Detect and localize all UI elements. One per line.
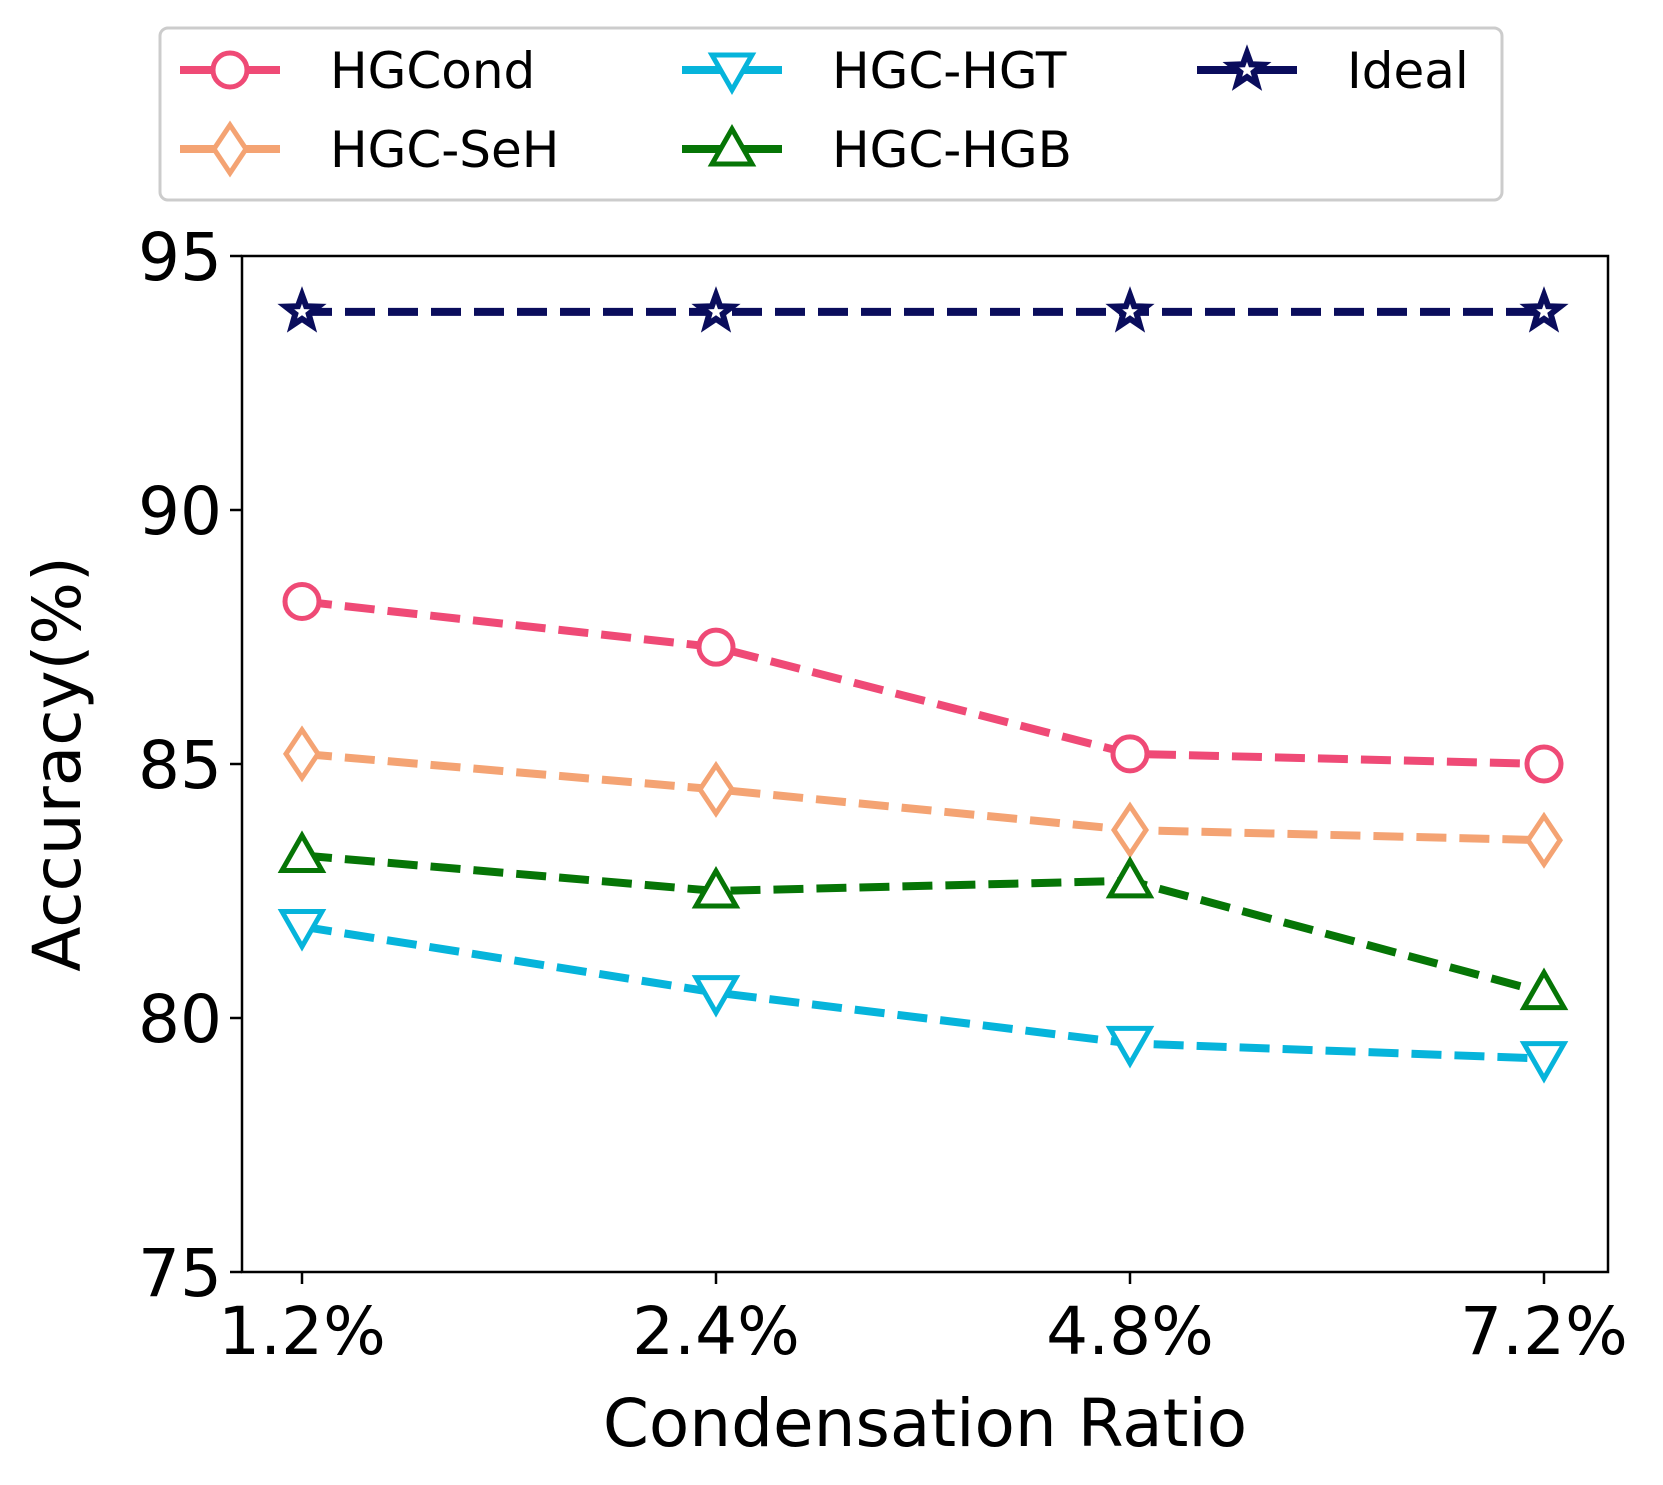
data-point — [696, 760, 736, 818]
legend-marker — [1222, 44, 1272, 91]
series-line — [301, 851, 1546, 997]
legend-label: HGCond — [330, 42, 535, 100]
legend-label: Ideal — [1347, 42, 1469, 100]
y-tick-label: 85 — [138, 727, 222, 804]
data-point — [277, 830, 327, 873]
legend-marker — [707, 123, 757, 167]
legend-label: HGC-HGT — [832, 42, 1067, 100]
x-tick-label: 1.2% — [218, 1293, 386, 1370]
x-axis-label: Condensation Ratio — [603, 1385, 1247, 1462]
data-point — [691, 975, 741, 1018]
series-line — [301, 922, 1545, 1063]
legend-item: HGC-HGT — [682, 42, 1067, 100]
legend-item: HGC-SeH — [180, 120, 559, 179]
legend-marker — [210, 50, 250, 90]
legend: HGCond HGC-SeH HGC-HGT HGC-HGB Ideal — [158, 26, 1504, 202]
legend-item: Ideal — [1197, 42, 1469, 100]
data-point — [1519, 967, 1569, 1011]
data-point — [1524, 811, 1564, 869]
data-point — [1105, 286, 1155, 333]
y-tick-label: 90 — [138, 473, 222, 550]
legend-label: HGC-HGB — [832, 121, 1072, 179]
series-hgc-hgt — [277, 909, 1569, 1084]
series-hgc-hgb — [277, 830, 1569, 1011]
data-point — [1519, 286, 1569, 333]
legend-item: HGCond — [180, 42, 535, 100]
series-hgcond — [282, 581, 1564, 784]
y-axis: 75 80 85 90 95 — [138, 219, 242, 1312]
data-point — [1524, 744, 1564, 784]
series-line — [301, 749, 1545, 845]
legend-marker — [210, 120, 250, 178]
y-axis-label: Accuracy(%) — [19, 556, 96, 972]
data-point — [277, 909, 327, 952]
data-point — [277, 286, 327, 333]
data-point — [696, 627, 736, 667]
y-tick-label: 80 — [138, 981, 222, 1058]
series-layer — [277, 286, 1569, 1084]
data-point — [1519, 1041, 1569, 1084]
legend-item: HGC-HGB — [682, 121, 1072, 179]
data-point — [1110, 801, 1150, 859]
data-point — [282, 581, 322, 621]
legend-label: HGC-SeH — [330, 121, 559, 179]
legend-marker — [707, 52, 757, 96]
data-point — [1105, 855, 1155, 899]
series-line — [301, 597, 1545, 768]
data-point — [691, 286, 741, 333]
series-hgc-seh — [282, 725, 1564, 869]
x-tick-label: 7.2% — [1460, 1293, 1628, 1370]
x-tick-label: 2.4% — [632, 1293, 800, 1370]
x-tick-label: 4.8% — [1046, 1293, 1214, 1370]
series-ideal — [277, 286, 1569, 333]
data-point — [1110, 734, 1150, 774]
data-point — [282, 725, 322, 783]
data-point — [1105, 1025, 1155, 1069]
y-tick-label: 95 — [138, 219, 222, 296]
y-tick-label: 75 — [138, 1235, 222, 1312]
x-axis: 1.2% 2.4% 4.8% 7.2% — [218, 1272, 1628, 1370]
data-point — [691, 865, 741, 909]
legend-frame — [158, 26, 1504, 202]
